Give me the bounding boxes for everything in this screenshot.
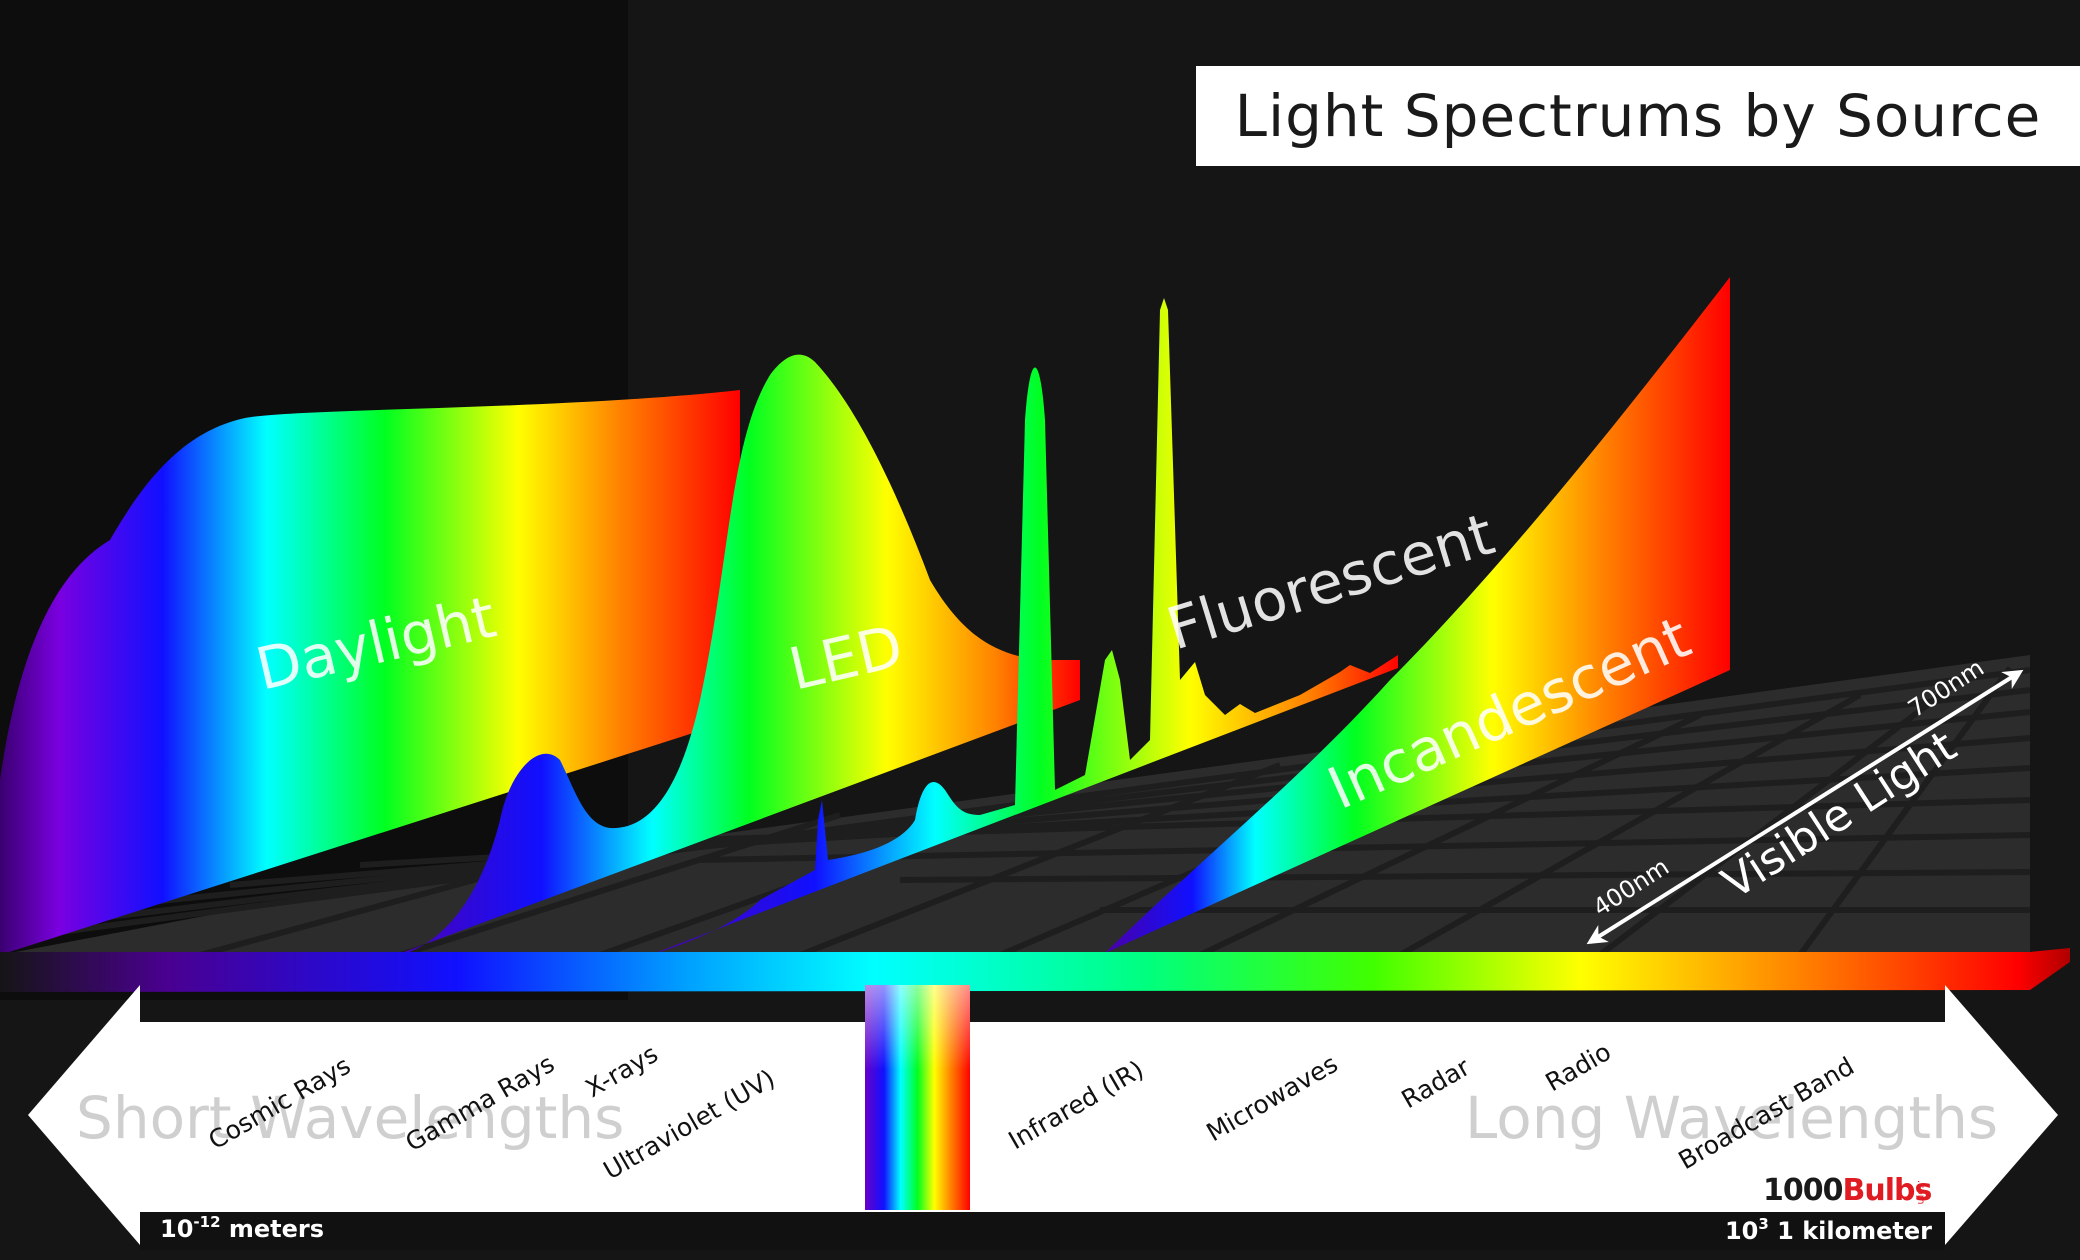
svg-text:1000Bulbs: 1000Bulbs (1763, 1173, 1931, 1208)
short-wavelengths-label: Short Wavelengths (76, 1084, 624, 1152)
visible-strip (865, 985, 970, 1210)
logo-suffix: .com (1915, 1180, 1926, 1205)
title-box: Light Spectrums by Source (1196, 66, 2080, 166)
incandescent-spectrum (1105, 277, 1730, 953)
page-title: Light Spectrums by Source (1234, 82, 2042, 150)
logo-main: 1000 (1763, 1173, 1843, 1208)
long-wavelengths-label: Long Wavelengths (1465, 1084, 1998, 1152)
daylight-spectrum (0, 390, 740, 955)
visible-light-arrow (1586, 669, 2024, 945)
scale-left-label: 10-12 meters (160, 1213, 324, 1243)
scale-right-label: 103 1 kilometer (1725, 1215, 1932, 1245)
led-spectrum (388, 354, 1080, 958)
wavelength-arrow (28, 985, 2058, 1250)
brand-logo: 1000Bulbs .com (1763, 1173, 1932, 1208)
spectrum-bar (0, 948, 2070, 992)
fluorescent-spectrum (650, 298, 1398, 955)
